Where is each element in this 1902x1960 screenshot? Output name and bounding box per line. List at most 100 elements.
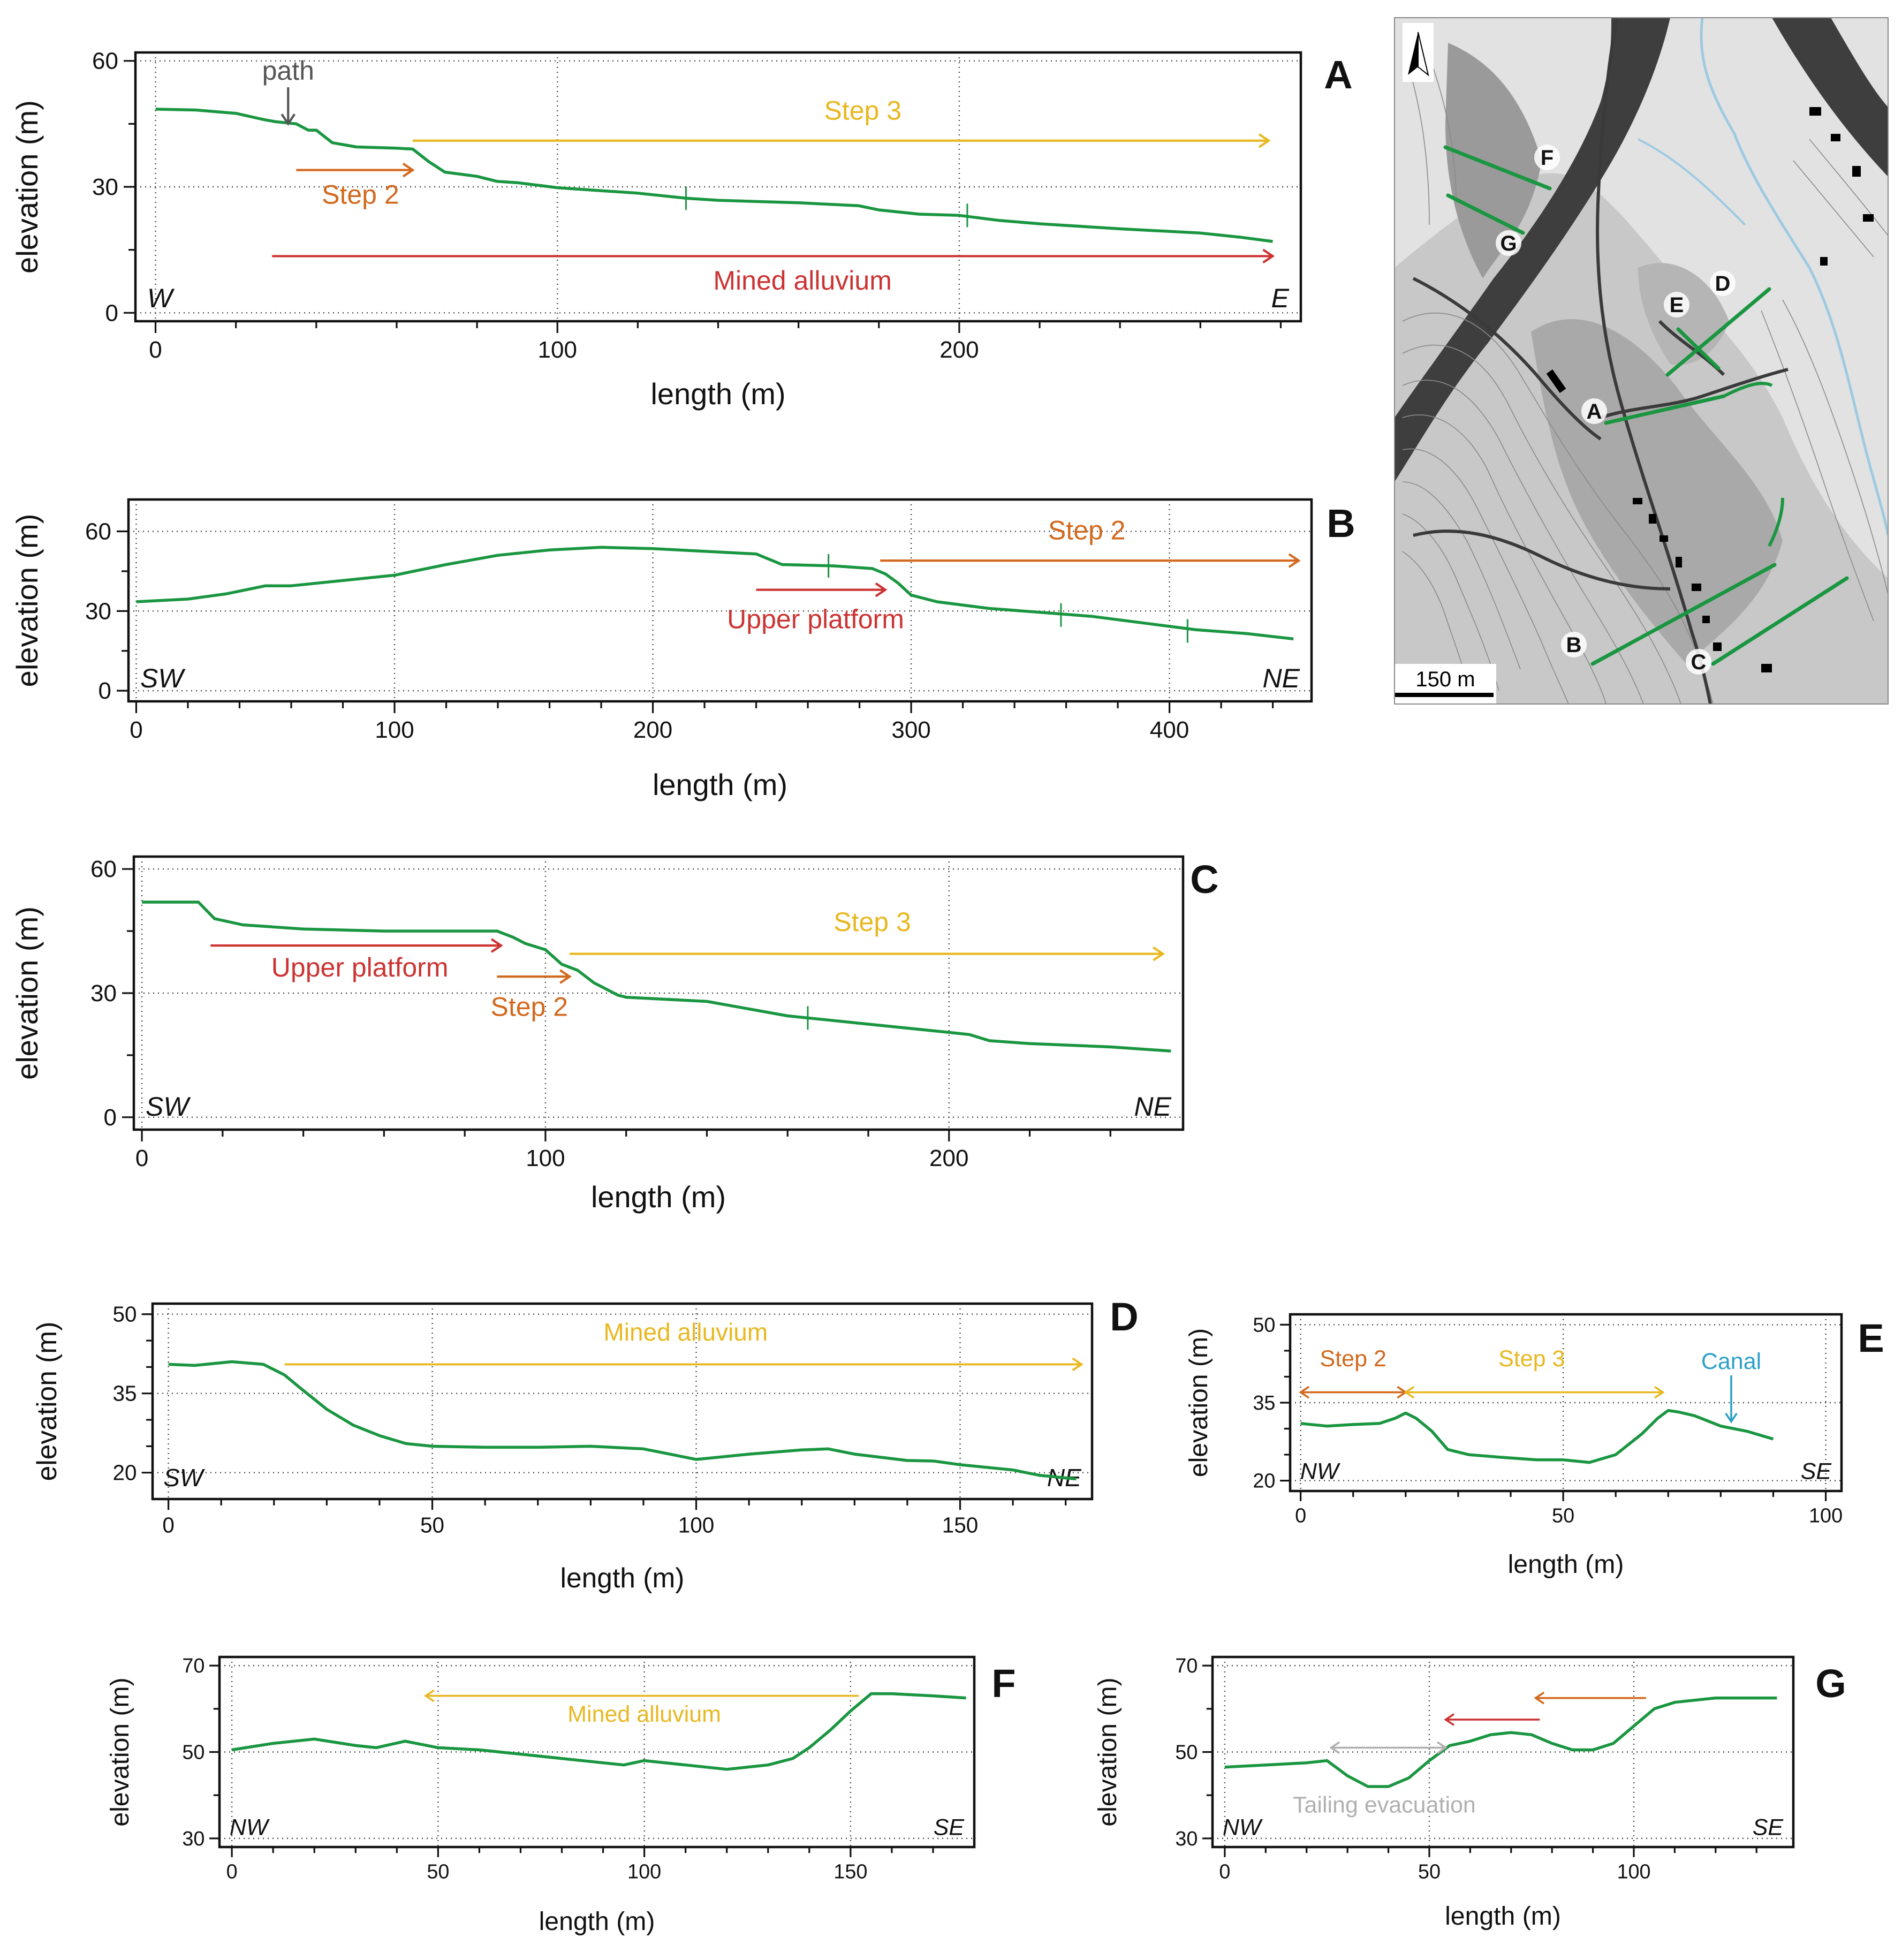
x-tick-label: 0 — [226, 1860, 238, 1883]
y-axis-label: elevation (m) — [1093, 1677, 1122, 1826]
y-tick-label: 35 — [1253, 1392, 1275, 1414]
y-tick-label: 60 — [92, 48, 118, 74]
x-tick-label: 0 — [130, 717, 142, 743]
y-tick-label: 60 — [90, 856, 117, 882]
map-profile-label: A — [1587, 400, 1602, 423]
annotation-label: Upper platform — [727, 604, 904, 634]
map-profile-label: B — [1566, 633, 1582, 657]
profile-line — [155, 108, 1273, 243]
map-profile-g — [1446, 193, 1525, 235]
arrow-head — [1258, 133, 1271, 148]
direction-right: SE — [1753, 1815, 1784, 1841]
map-profile-c-ext — [1768, 497, 1784, 547]
panel-letter: B — [1327, 501, 1355, 546]
profile-line — [231, 1692, 966, 1771]
annotation-label: Canal — [1701, 1349, 1761, 1374]
location-map: A B C D E F G 150 m — [1394, 17, 1889, 705]
annotation-label: Step 2 — [1048, 515, 1126, 545]
panel-letter: D — [1110, 1295, 1138, 1339]
map-profile-e — [1676, 327, 1721, 370]
map-profile-label: F — [1541, 146, 1554, 170]
map-label-halo — [1664, 292, 1689, 317]
profile-panel-b: 0 100 200 300 400 0 30 60 length (m) elevation (m… — [10, 498, 1355, 801]
y-tick-label: 20 — [113, 1460, 137, 1485]
annotation-label: Upper platform — [271, 952, 449, 982]
map-label-halo — [1710, 270, 1736, 296]
arrow-head — [559, 969, 572, 984]
y-tick-label: 70 — [182, 1655, 204, 1677]
y-tick-label: 30 — [92, 174, 118, 200]
arrow-head — [1654, 1386, 1665, 1399]
panel-letter: F — [991, 1661, 1016, 1706]
x-tick-label: 50 — [420, 1513, 444, 1538]
x-tick-label: 100 — [1617, 1860, 1650, 1883]
arrow-head — [1725, 1412, 1738, 1424]
arrow-head — [875, 582, 888, 597]
y-tick-label: 30 — [90, 980, 117, 1007]
arrow-head — [1299, 1386, 1310, 1399]
direction-left: NW — [230, 1815, 270, 1841]
map-label-halo — [1534, 145, 1560, 170]
annotation-label: Mined alluvium — [567, 1701, 721, 1727]
direction-right: SE — [1801, 1459, 1832, 1485]
direction-right: NE — [1263, 663, 1300, 693]
map-label-halo — [1686, 649, 1711, 675]
map-profile-label: G — [1500, 232, 1517, 255]
y-axis-label: elevation (m) — [1184, 1328, 1213, 1477]
map-profile-label: D — [1715, 272, 1731, 296]
map-profile-a — [1604, 394, 1726, 425]
profile-panel-g: 0 50 100 30 50 70 length (m) elevation (m) NW SE G… — [1093, 1655, 1846, 1931]
map-profile-d — [1665, 287, 1771, 377]
profile-panel-f: 0 50 100 150 30 50 70 length (m) elevation (m) NW… — [105, 1655, 1016, 1936]
arrow-head — [1444, 1713, 1455, 1726]
map-label-halo — [1496, 230, 1521, 256]
panel-letter: C — [1190, 857, 1218, 902]
panel-letter: E — [1858, 1316, 1884, 1360]
x-tick-label: 200 — [633, 717, 672, 743]
direction-left: NW — [1300, 1459, 1340, 1485]
profile-panel-c: 0 100 200 0 30 60 length (m) elevation (m) SW NE C… — [10, 855, 1219, 1214]
map-profile-lines — [1443, 145, 1849, 666]
x-axis-label: length (m) — [539, 1907, 655, 1936]
x-axis-label: length (m) — [591, 1180, 726, 1214]
x-tick-label: 0 — [149, 337, 162, 363]
map-profile-a-ext — [1723, 382, 1773, 398]
map-label-halo — [1561, 632, 1587, 657]
map-stream — [1638, 138, 1746, 226]
y-tick-label: 50 — [113, 1302, 137, 1327]
map-roads — [1412, 18, 1789, 704]
profile-line — [136, 546, 1294, 641]
x-tick-label: 200 — [939, 337, 979, 363]
y-tick-label: 30 — [182, 1828, 204, 1850]
arrow-head — [1153, 946, 1165, 962]
map-profile-label: E — [1670, 293, 1684, 317]
arrow-head — [1072, 1357, 1083, 1372]
profile-line — [1300, 1409, 1774, 1464]
x-tick-label: 50 — [427, 1860, 449, 1883]
y-tick-label: 50 — [1175, 1741, 1198, 1764]
plot-frame — [127, 498, 1313, 703]
arrow-head — [402, 162, 415, 178]
direction-right: SE — [934, 1815, 965, 1841]
direction-left: SW — [163, 1464, 206, 1492]
y-tick-label: 35 — [113, 1381, 137, 1406]
y-tick-label: 0 — [105, 300, 118, 326]
map-stream — [1700, 18, 1888, 536]
x-tick-label: 150 — [833, 1860, 867, 1883]
direction-left: SW — [140, 663, 186, 693]
x-axis-label: length (m) — [1508, 1550, 1624, 1579]
x-tick-label: 100 — [1809, 1504, 1843, 1527]
map-profile-label: C — [1691, 650, 1707, 674]
map-profile-f — [1443, 145, 1552, 191]
x-axis-label: length (m) — [560, 1562, 685, 1593]
x-axis-label: length (m) — [1445, 1902, 1561, 1931]
profile-panel-d: 0 50 100 150 20 35 50 length (m) elevation (m) SW… — [31, 1295, 1139, 1593]
x-tick-label: 50 — [1552, 1504, 1574, 1527]
annotation-label: Step 3 — [1498, 1346, 1565, 1372]
annotation-label: Tailing evacuation — [1293, 1792, 1476, 1818]
annotation-label: Step 3 — [833, 907, 911, 937]
y-tick-label: 30 — [85, 598, 111, 624]
arrow-head — [423, 1689, 435, 1702]
x-tick-label: 0 — [162, 1513, 175, 1538]
y-tick-label: 60 — [85, 519, 111, 545]
